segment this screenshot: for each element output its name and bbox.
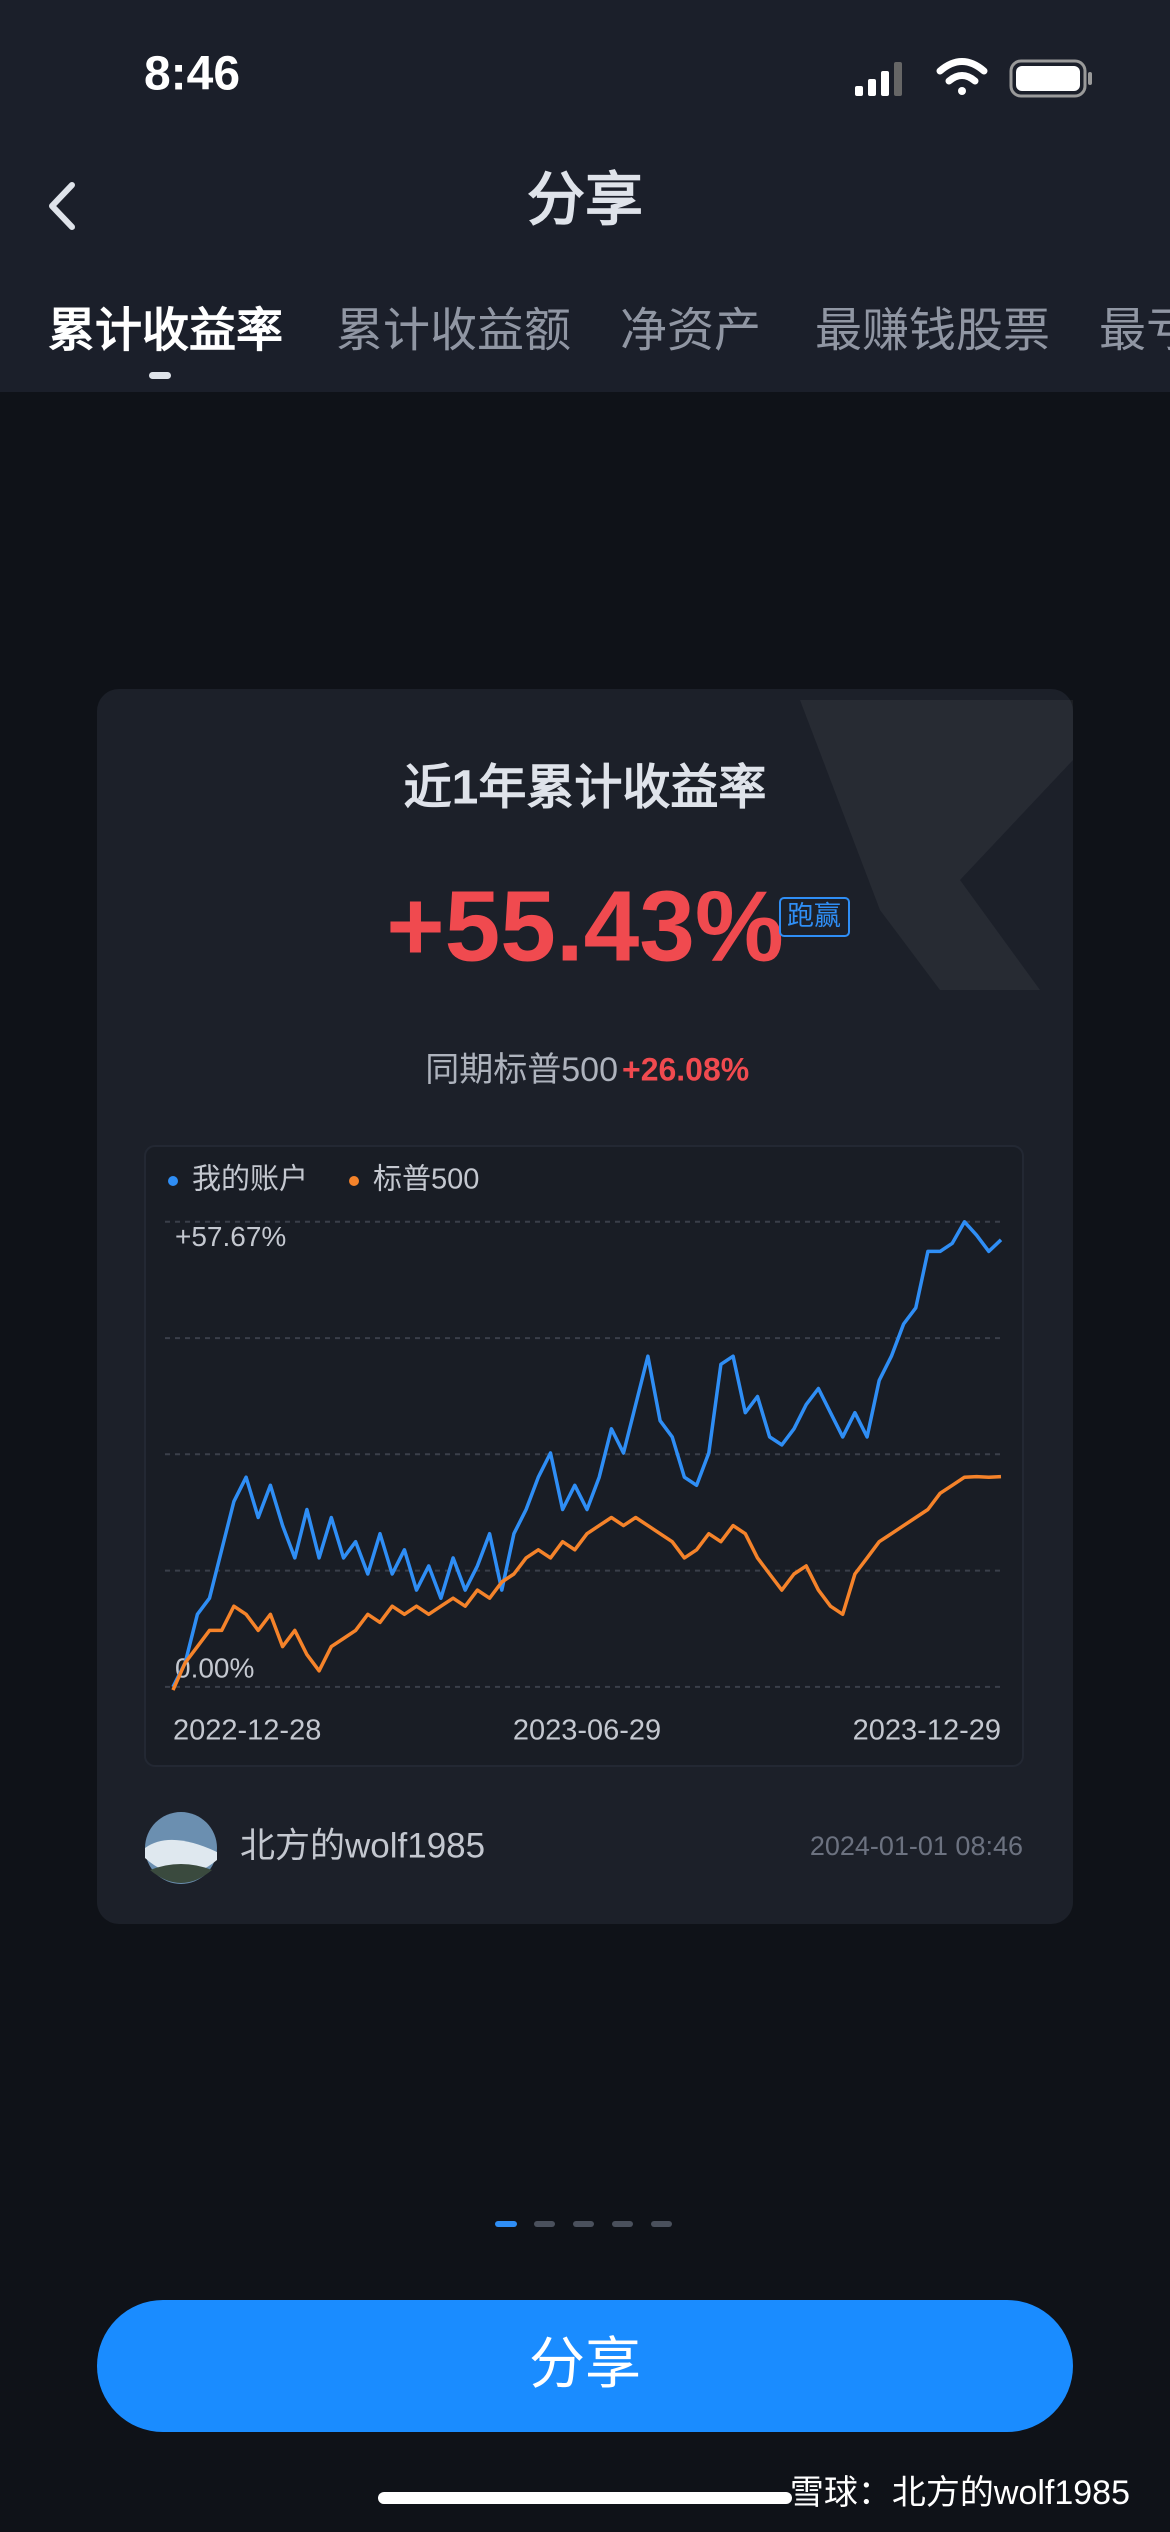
avatar (145, 1812, 217, 1884)
benchmark-label: 同期标普500 (425, 1051, 618, 1089)
user-name: 北方的wolf1985 (240, 1826, 485, 1865)
signal-icon (855, 62, 902, 96)
share-button-label: 分享 (529, 2332, 641, 2395)
tab[interactable]: 累计收益额 (336, 303, 571, 356)
line-series (171, 1220, 1003, 1688)
page-indicator (495, 2221, 672, 2227)
watermark: 雪球：北方的wolf1985 (790, 2474, 1130, 2512)
wifi-icon (936, 58, 988, 95)
return-value: +55.43% (386, 870, 784, 982)
benchmark-return: +26.08% (622, 1051, 749, 1087)
x-tick-label: 2022-12-28 (173, 1715, 321, 1747)
share-button[interactable] (97, 2300, 1073, 2432)
header-title: 分享 (527, 167, 643, 232)
tab[interactable]: 最赚钱股票 (815, 303, 1050, 356)
badge: 跑赢 (787, 901, 841, 931)
home-indicator (378, 2492, 792, 2504)
timestamp: 2024-01-01 08:46 (810, 1831, 1023, 1861)
badge-border (779, 897, 850, 937)
legend-label: 我的账户 (192, 1163, 308, 1196)
legend-dot (349, 1176, 360, 1186)
legend-label: 标普500 (373, 1163, 479, 1196)
back-button[interactable] (49, 182, 75, 230)
status-time: 8:46 (144, 48, 240, 101)
x-tick-label: 2023-06-29 (513, 1715, 661, 1747)
legend-dot (168, 1176, 178, 1186)
tab[interactable]: 最亏 (1099, 303, 1170, 356)
tab[interactable]: 净资产 (620, 303, 761, 356)
battery-icon (1009, 59, 1092, 98)
x-tick-label: 2023-12-29 (853, 1715, 1001, 1747)
card-title: 近1年累计收益率 (404, 762, 767, 815)
tab[interactable]: 累计收益率 (48, 303, 283, 356)
y-tick-label: +57.67% (175, 1221, 286, 1252)
tab-indicator (149, 372, 171, 379)
line-series (171, 1474, 1002, 1691)
chart-panel (144, 1145, 1024, 1767)
card-logo (800, 700, 1073, 990)
